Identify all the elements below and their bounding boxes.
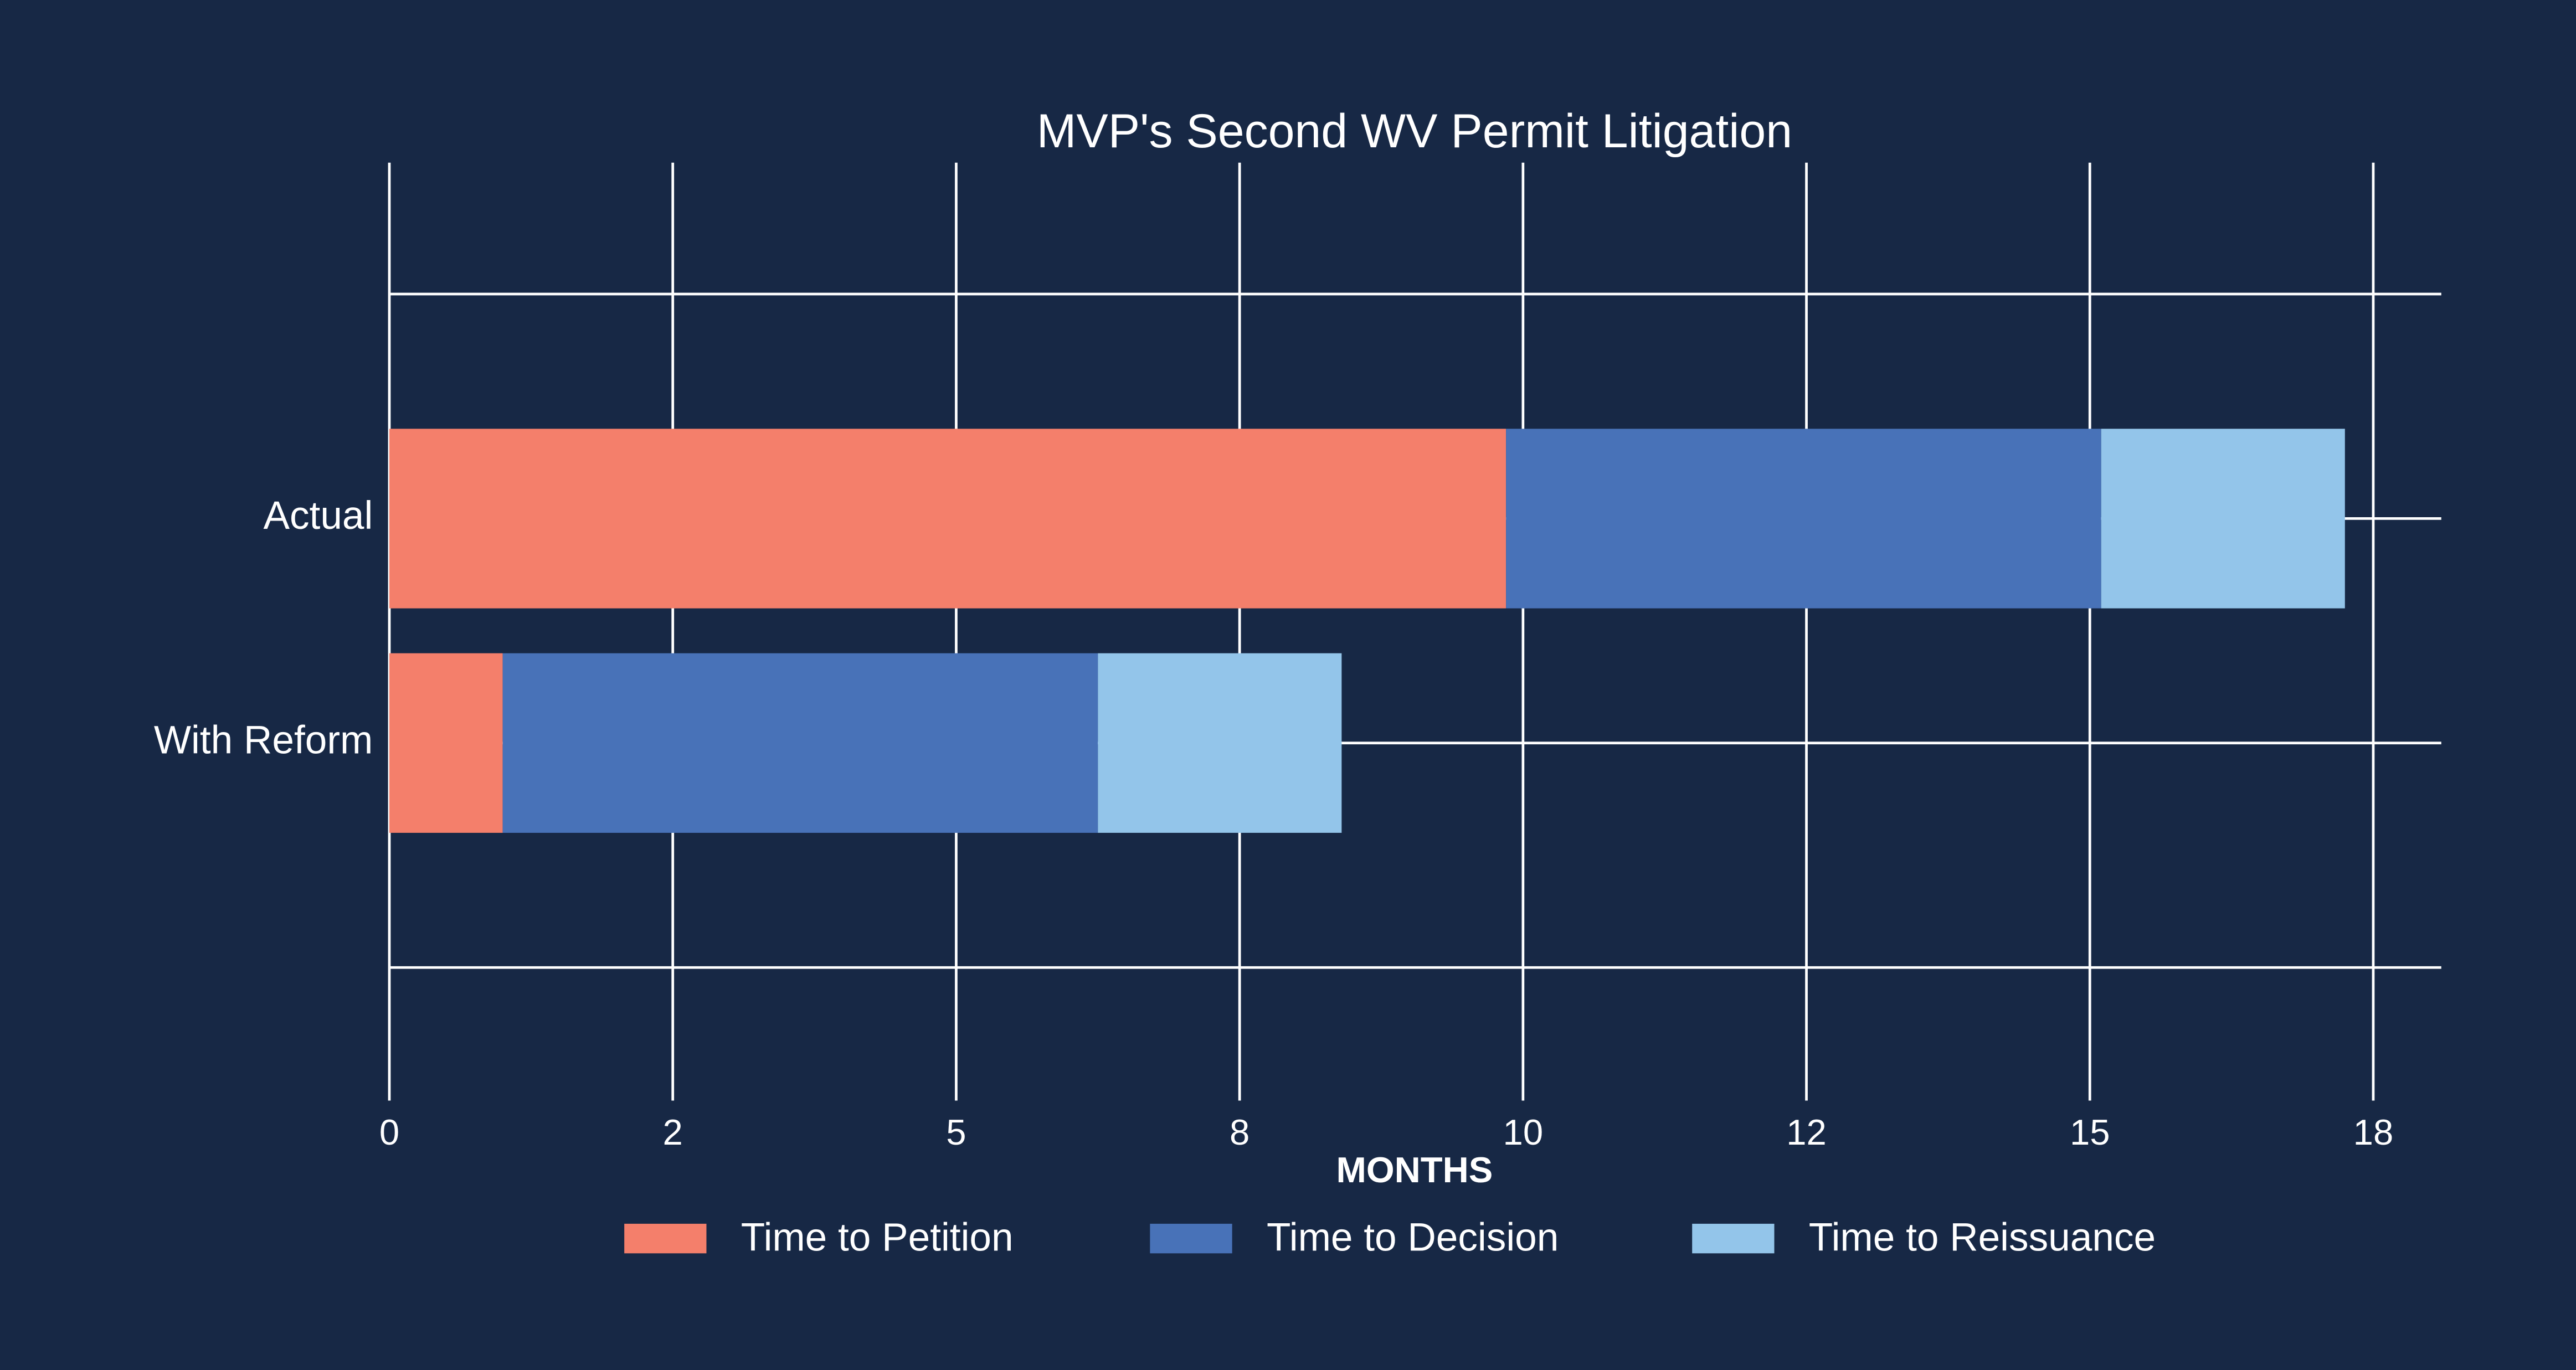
bar-segment xyxy=(389,429,1506,609)
x-axis-label: MONTHS xyxy=(1336,1150,1493,1190)
chart-title: MVP's Second WV Permit Litigation xyxy=(1037,105,1792,158)
y-tick-label: Actual xyxy=(264,494,373,538)
x-tick-label: 18 xyxy=(2353,1112,2394,1152)
x-tick-label: 10 xyxy=(1503,1112,1544,1152)
x-tick-label: 0 xyxy=(379,1112,399,1152)
x-tick-label: 2 xyxy=(663,1112,683,1152)
legend-swatch xyxy=(1692,1223,1775,1254)
legend-label: Time to Decision xyxy=(1267,1216,1559,1259)
x-tick-label: 5 xyxy=(946,1112,966,1152)
bar-segment xyxy=(2101,429,2345,609)
x-tick-label: 12 xyxy=(1786,1112,1827,1152)
legend-label: Time to Reissuance xyxy=(1809,1216,2156,1259)
x-tick-label: 8 xyxy=(1230,1112,1250,1152)
bar-segment xyxy=(1506,429,2101,609)
x-tick-label: 15 xyxy=(2070,1112,2110,1152)
bar-segment xyxy=(502,653,1098,833)
y-tick-label: With Reform xyxy=(154,719,373,763)
legend-label: Time to Petition xyxy=(741,1216,1014,1259)
legend-swatch xyxy=(624,1223,707,1254)
bar-segment xyxy=(1098,653,1342,833)
bar-segment xyxy=(389,653,503,833)
legend-swatch xyxy=(1150,1223,1232,1254)
